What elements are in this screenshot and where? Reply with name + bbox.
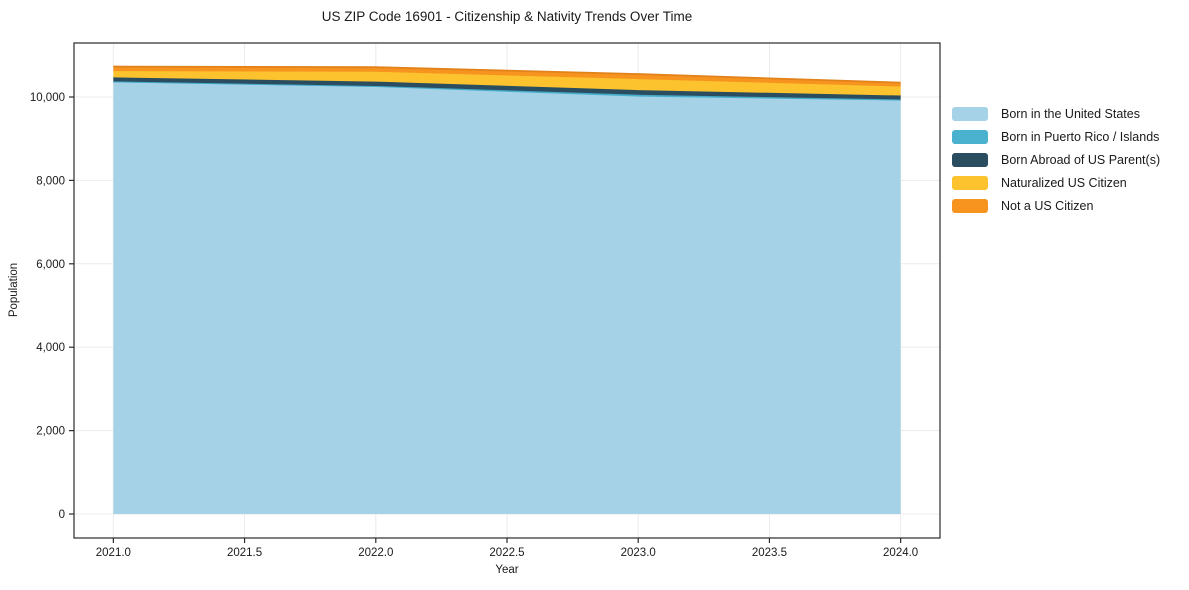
y-tick-label: 6,000 bbox=[36, 259, 65, 271]
y-axis-label: Population bbox=[8, 262, 20, 318]
y-tick-label: 8,000 bbox=[36, 175, 65, 187]
legend-item-label: Born Abroad of US Parent(s) bbox=[1001, 152, 1161, 167]
area-series-naturalized-us-citizen bbox=[113, 71, 901, 96]
legend-item-label: Born in Puerto Rico / Islands bbox=[1001, 129, 1160, 144]
legend-item: Naturalized US Citizen bbox=[952, 171, 1160, 194]
area-series-born-abroad-of-us-parent-s bbox=[113, 77, 901, 100]
legend-item: Born in the United States bbox=[952, 102, 1160, 125]
y-tick-label: 4,000 bbox=[36, 342, 65, 354]
x-tick-label: 2021.0 bbox=[96, 547, 131, 559]
legend-item: Born in Puerto Rico / Islands bbox=[952, 125, 1160, 148]
area-series-born-in-the-united-states bbox=[113, 82, 901, 515]
legend-swatch-icon bbox=[952, 106, 988, 121]
legend-swatch-icon bbox=[952, 152, 988, 167]
legend-item: Born Abroad of US Parent(s) bbox=[952, 148, 1160, 171]
legend-swatch-icon bbox=[952, 198, 988, 213]
x-tick-label: 2023.5 bbox=[752, 547, 787, 559]
legend-item-label: Naturalized US Citizen bbox=[1001, 175, 1127, 190]
x-tick-label: 2022.0 bbox=[358, 547, 393, 559]
legend-swatch-icon bbox=[952, 175, 988, 190]
x-tick-label: 2021.5 bbox=[227, 547, 262, 559]
x-axis-label: Year bbox=[495, 564, 519, 576]
area-series-not-a-us-citizen bbox=[113, 66, 901, 87]
legend-item-label: Born in the United States bbox=[1001, 106, 1140, 121]
chart-title: US ZIP Code 16901 - Citizenship & Nativi… bbox=[321, 9, 693, 24]
x-tick-label: 2024.0 bbox=[883, 547, 918, 559]
legend-item: Not a US Citizen bbox=[952, 194, 1160, 217]
x-tick-label: 2023.0 bbox=[621, 547, 656, 559]
legend: Born in the United States Born in Puerto… bbox=[952, 102, 1160, 217]
legend-swatch-icon bbox=[952, 129, 988, 144]
legend-item-label: Not a US Citizen bbox=[1001, 198, 1094, 213]
line-series-not-a-us-citizen bbox=[113, 65, 901, 84]
y-tick-label: 2,000 bbox=[36, 426, 65, 438]
x-tick-label: 2022.5 bbox=[489, 547, 524, 559]
y-tick-label: 10,000 bbox=[30, 92, 65, 104]
y-tick-label: 0 bbox=[59, 509, 65, 521]
